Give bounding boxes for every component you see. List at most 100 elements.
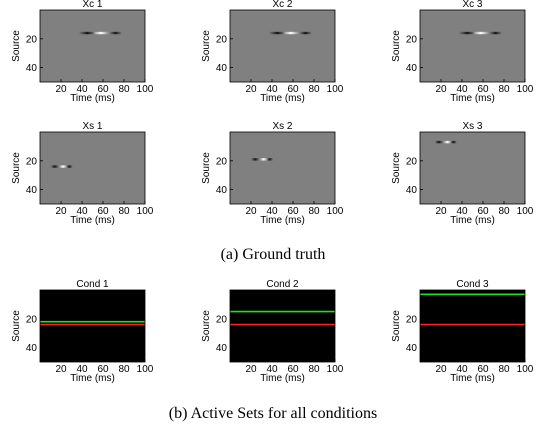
panel-title: Xs 1: [82, 121, 102, 132]
plot-area: [420, 290, 525, 362]
x-tick-label: 40: [76, 84, 88, 95]
plot-frame: [419, 9, 526, 83]
y-tick-label: 40: [216, 63, 228, 74]
y-tick-label: 20: [406, 34, 418, 45]
y-tick-label: 20: [406, 314, 418, 325]
panel-3: 20 40 60 80 100 20 40 Xc 3 Time (ms) Source: [391, 0, 534, 104]
x-tick-label: 100: [517, 206, 534, 217]
x-axis-label: Time (ms): [450, 373, 495, 384]
x-tick-label: 60: [477, 364, 489, 375]
y-axis-label: Source: [201, 30, 212, 62]
plot-area: [40, 132, 145, 204]
x-tick-label: 20: [435, 84, 447, 95]
y-axis-label: Source: [391, 310, 402, 342]
heatmap-blob: [50, 165, 59, 168]
x-tick-label: 80: [308, 364, 320, 375]
x-tick-label: 60: [477, 84, 489, 95]
panel-title: Cond 2: [266, 279, 299, 290]
x-tick-label: 20: [245, 364, 257, 375]
x-tick-label: 80: [498, 84, 510, 95]
x-axis-label: Time (ms): [450, 215, 495, 226]
heatmap-blob: [434, 140, 444, 144]
x-tick-label: 20: [55, 364, 67, 375]
x-tick-label: 60: [287, 364, 299, 375]
x-axis-label: Time (ms): [70, 215, 115, 226]
panel-8: 20 40 60 80 100 20 40 Cond 2 Time (ms) Source: [201, 279, 344, 384]
plot-frame: [39, 289, 146, 363]
y-tick-label: 20: [26, 34, 38, 45]
x-tick-label: 20: [435, 364, 447, 375]
y-tick-label: 20: [406, 156, 418, 167]
caption-a: (a) Ground truth: [221, 246, 326, 263]
x-axis-label: Time (ms): [260, 93, 305, 104]
x-axis-label: Time (ms): [70, 373, 115, 384]
y-axis-label: Source: [201, 310, 212, 342]
plot-frame: [419, 289, 526, 363]
panel-title: Cond 3: [456, 279, 489, 290]
y-tick-label: 20: [216, 34, 228, 45]
x-tick-label: 100: [327, 84, 344, 95]
heatmap-blob: [109, 31, 122, 35]
heatmap-blob: [251, 158, 260, 161]
y-tick-label: 20: [216, 314, 228, 325]
y-axis-label: Source: [391, 152, 402, 184]
panel-title: Xc 1: [82, 0, 102, 10]
panels: 20 40 60 80 100 20 40 Xc 1 Time (ms) Source 20 40 60…: [11, 0, 534, 384]
y-tick-label: 40: [26, 63, 38, 74]
x-tick-label: 60: [97, 364, 109, 375]
x-tick-label: 80: [498, 364, 510, 375]
heatmap-blob: [299, 31, 312, 35]
x-axis-label: Time (ms): [260, 215, 305, 226]
plot-frame: [419, 131, 526, 205]
x-tick-label: 60: [477, 206, 489, 217]
y-tick-label: 20: [26, 156, 38, 167]
heatmap-blob: [259, 158, 268, 161]
x-tick-label: 20: [55, 206, 67, 217]
plot-frame: [229, 289, 336, 363]
x-axis-label: Time (ms): [450, 93, 495, 104]
panel-title: Cond 1: [76, 279, 109, 290]
heatmap-blob: [92, 31, 110, 35]
x-tick-label: 20: [245, 206, 257, 217]
y-axis-label: Source: [391, 30, 402, 62]
x-axis-label: Time (ms): [260, 373, 305, 384]
panel-title: Xs 3: [462, 121, 482, 132]
x-tick-label: 80: [308, 206, 320, 217]
x-tick-label: 20: [435, 206, 447, 217]
x-tick-label: 100: [327, 364, 344, 375]
heatmap-blob: [450, 140, 457, 144]
panel-2: 20 40 60 80 100 20 40 Xc 2 Time (ms) Source: [201, 0, 344, 104]
plot-frame: [229, 131, 336, 205]
y-tick-label: 20: [216, 156, 228, 167]
x-tick-label: 100: [517, 364, 534, 375]
x-tick-label: 80: [498, 206, 510, 217]
heatmap-blob: [458, 31, 476, 35]
heatmap-blob: [443, 140, 452, 144]
plot-area: [230, 132, 335, 204]
plot-area: [420, 10, 525, 82]
y-tick-label: 40: [216, 343, 228, 354]
panel-title: Xc 3: [462, 0, 482, 10]
x-tick-label: 100: [137, 84, 154, 95]
y-axis-label: Source: [201, 152, 212, 184]
panel-4: 20 40 60 80 100 20 40 Xs 1 Time (ms) Source: [11, 121, 154, 226]
plot-area: [230, 10, 335, 82]
x-tick-label: 100: [327, 206, 344, 217]
x-tick-label: 60: [97, 84, 109, 95]
plot-area: [230, 290, 335, 362]
heatmap-blob: [282, 31, 300, 35]
x-tick-label: 100: [137, 206, 154, 217]
caption-b: (b) Active Sets for all conditions: [169, 405, 377, 422]
plot-area: [40, 10, 145, 82]
y-tick-label: 40: [216, 185, 228, 196]
x-tick-label: 40: [266, 364, 278, 375]
plot-frame: [229, 9, 336, 83]
panel-1: 20 40 60 80 100 20 40 Xc 1 Time (ms) Source: [11, 0, 154, 104]
x-tick-label: 80: [118, 364, 130, 375]
x-tick-label: 40: [266, 84, 278, 95]
heatmap-blob: [58, 165, 68, 168]
panel-title: Xs 2: [272, 121, 292, 132]
x-tick-label: 60: [97, 206, 109, 217]
x-tick-label: 80: [118, 84, 130, 95]
